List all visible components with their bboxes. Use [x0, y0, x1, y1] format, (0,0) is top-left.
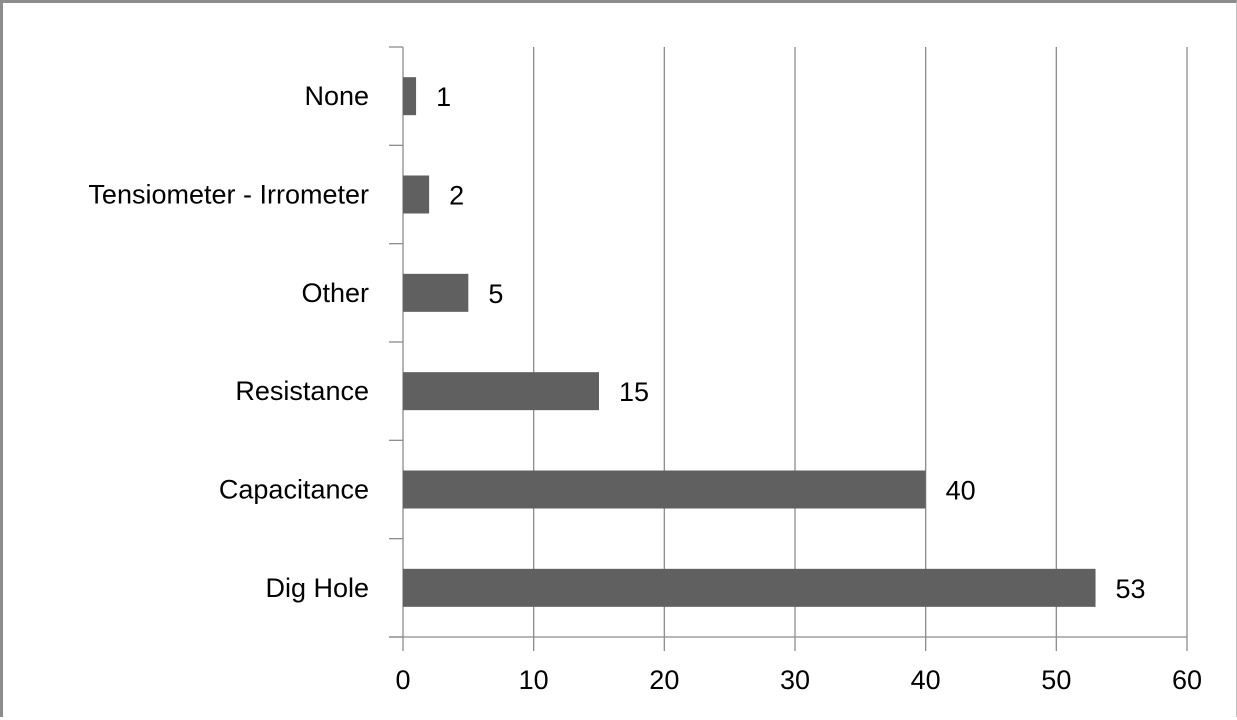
x-tick-label-50: 50	[1041, 665, 1071, 695]
data-label-dig-hole: 53	[1116, 574, 1146, 604]
category-label-tensiometer-irrometer: Tensiometer - Irrometer	[88, 180, 369, 210]
axes	[389, 46, 1187, 651]
category-label-none: None	[304, 81, 369, 111]
data-label-other: 5	[488, 279, 503, 309]
x-tick-label-0: 0	[395, 665, 410, 695]
bars	[403, 77, 1096, 607]
bar-none	[403, 77, 417, 116]
data-label-capacitance: 40	[946, 476, 976, 506]
x-tick-label-10: 10	[519, 665, 549, 695]
x-tick-label-60: 60	[1172, 665, 1202, 695]
category-label-resistance: Resistance	[235, 376, 369, 406]
x-tick-label-30: 30	[780, 665, 810, 695]
data-label-resistance: 15	[619, 377, 649, 407]
x-tick-label-40: 40	[911, 665, 941, 695]
bar-resistance	[403, 372, 599, 411]
bar-chart: 0 10 20 30 40 50 60 Dig Hole 53 Capacitance 40 Resi…	[88, 46, 1202, 695]
bar-capacitance	[403, 470, 926, 509]
labels: 0 10 20 30 40 50 60 Dig Hole 53 Capacitance 40 Resi…	[88, 81, 1202, 695]
data-label-none: 1	[436, 82, 451, 112]
category-label-capacitance: Capacitance	[219, 475, 369, 505]
data-label-tensiometer-irrometer: 2	[449, 181, 464, 211]
bar-dig-hole	[403, 568, 1096, 607]
bar-other	[403, 273, 469, 312]
category-label-dig-hole: Dig Hole	[265, 573, 369, 603]
bar-tensiometer-irrometer	[403, 175, 430, 214]
x-tick-label-20: 20	[649, 665, 679, 695]
category-label-other: Other	[301, 278, 369, 308]
gridlines	[533, 47, 1188, 651]
